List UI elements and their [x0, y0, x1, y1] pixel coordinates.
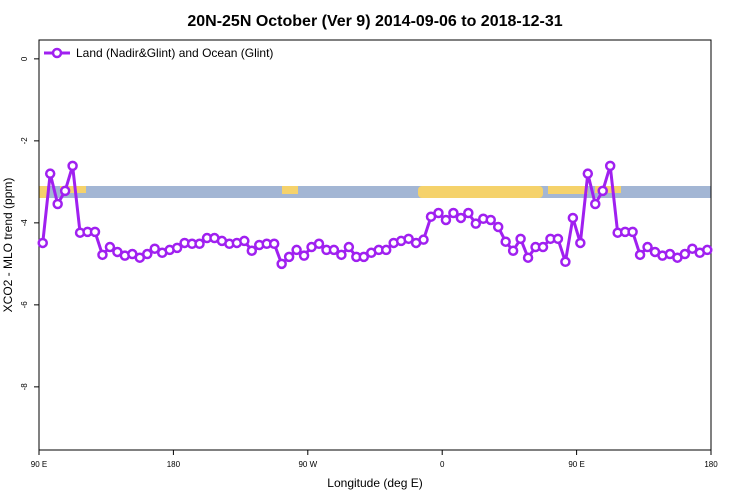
- point: [642, 241, 653, 253]
- x-tick-label: 0: [440, 460, 445, 469]
- point: [627, 226, 638, 238]
- point: [463, 207, 474, 219]
- point: [67, 160, 78, 172]
- chart-title: 20N-25N October (Ver 9) 2014-09-06 to 20…: [187, 13, 562, 30]
- point: [268, 238, 280, 250]
- map-strip: [39, 186, 711, 198]
- point: [59, 185, 71, 197]
- point: [343, 241, 355, 253]
- x-tick-label: 180: [167, 460, 181, 469]
- point: [575, 237, 586, 249]
- point: [336, 249, 347, 261]
- point: [560, 256, 571, 268]
- x-tick-label: 90 E: [31, 460, 47, 469]
- point: [507, 245, 519, 256]
- point: [291, 244, 302, 256]
- point: [679, 248, 691, 260]
- point: [687, 243, 698, 254]
- point: [702, 244, 713, 256]
- point: [552, 233, 564, 245]
- point: [455, 212, 467, 224]
- point: [500, 236, 511, 247]
- y-axis-label: XCO2 - MLO trend (ppm): [1, 178, 15, 313]
- point: [470, 218, 482, 229]
- point: [537, 241, 549, 253]
- y-tick-label: -8: [20, 383, 29, 391]
- point: [246, 245, 258, 256]
- point: [522, 252, 534, 263]
- point: [567, 212, 579, 224]
- point: [597, 185, 608, 197]
- legend: Land (Nadir&Glint) and Ocean (Glint): [44, 46, 273, 60]
- y-tick-label: -2: [20, 137, 29, 145]
- point: [37, 237, 48, 249]
- point: [403, 233, 414, 245]
- point: [433, 207, 444, 219]
- y-tick-label: 0: [20, 56, 29, 61]
- point: [582, 168, 594, 179]
- point: [604, 160, 616, 172]
- point: [448, 207, 459, 219]
- point: [485, 214, 496, 226]
- point: [358, 251, 370, 263]
- point: [492, 221, 504, 233]
- point: [313, 238, 325, 250]
- legend-marker: [51, 47, 63, 59]
- point: [89, 226, 101, 238]
- x-tick-label: 90 W: [298, 460, 317, 469]
- point: [276, 258, 287, 270]
- point: [418, 234, 429, 245]
- point: [171, 242, 183, 254]
- point: [239, 235, 250, 247]
- x-tick-label: 180: [704, 460, 718, 469]
- point: [104, 241, 116, 253]
- plot-frame: [38, 39, 712, 451]
- point: [298, 250, 310, 261]
- point: [44, 168, 56, 179]
- point: [149, 243, 160, 254]
- y-tick-label: -6: [20, 301, 29, 309]
- point: [634, 249, 646, 261]
- x-tick-label: 90 E: [568, 460, 584, 469]
- point: [440, 214, 452, 226]
- point: [142, 248, 153, 260]
- legend-label: Land (Nadir&Glint) and Ocean (Glint): [76, 46, 273, 60]
- point: [194, 238, 205, 250]
- point: [515, 233, 526, 245]
- point: [97, 249, 108, 261]
- x-axis-label: Longitude (deg E): [327, 476, 422, 490]
- y-tick-label: -4: [20, 219, 29, 227]
- point: [328, 244, 340, 256]
- point: [590, 198, 601, 210]
- point: [52, 198, 63, 210]
- point: [380, 244, 392, 256]
- point: [283, 251, 295, 263]
